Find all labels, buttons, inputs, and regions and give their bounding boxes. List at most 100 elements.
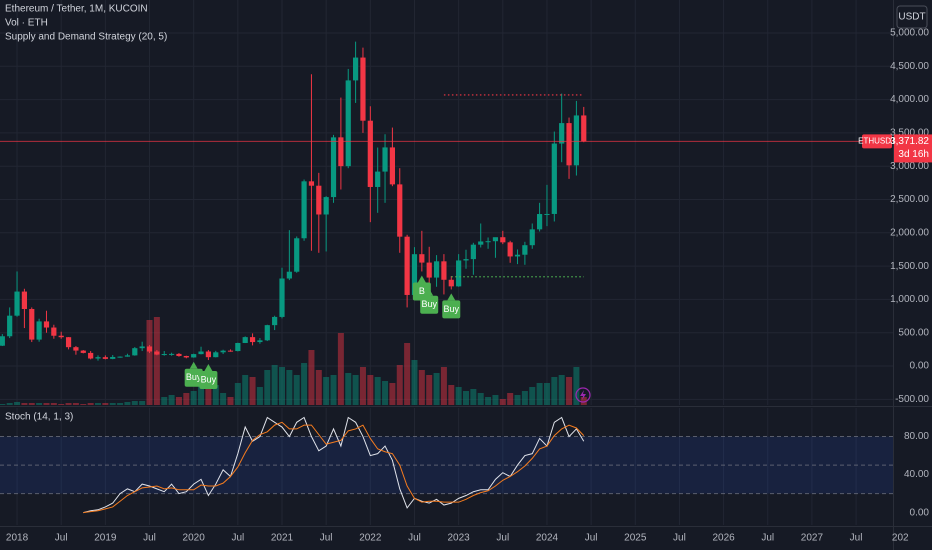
x-tick-label: 2026 [712, 533, 735, 544]
candle-body [463, 259, 469, 261]
volume-bar [352, 375, 359, 405]
candle-body [242, 337, 248, 343]
volume-bar [146, 320, 153, 405]
y-tick-label: 5,000.00 [890, 28, 929, 39]
candle-body [559, 123, 565, 144]
candle-body [198, 351, 204, 355]
currency-button[interactable] [896, 5, 928, 29]
volume-bar [396, 365, 403, 405]
candle-body [301, 181, 307, 239]
candle-body [573, 115, 579, 166]
volume-bar [161, 397, 168, 405]
y-tick-label: 40.00 [904, 469, 929, 480]
candle-body [514, 254, 521, 257]
candle-body [441, 261, 447, 280]
candle-body [29, 309, 35, 340]
event-icon[interactable] [575, 387, 591, 403]
candle-body [375, 171, 381, 187]
volume-bar [404, 343, 411, 405]
candle-body [426, 262, 432, 278]
candle-body [404, 236, 410, 295]
candle-body [51, 327, 57, 336]
y-tick-label: 1,500.00 [890, 261, 929, 272]
symbol-tag: ETHUSDT [858, 137, 896, 146]
candle-body [360, 57, 366, 121]
volume-bar [389, 383, 396, 405]
x-tick-label: Jul [55, 533, 68, 544]
volume-bar [249, 377, 256, 405]
candle-body [507, 242, 513, 257]
y-tick-label: -500.00 [895, 394, 929, 405]
candle-body [227, 350, 234, 352]
x-tick-label: 2021 [271, 533, 294, 544]
signal-label: Buy [421, 299, 437, 309]
signal-arrow [417, 275, 426, 283]
candle-body [7, 315, 13, 337]
candle-body [139, 346, 145, 349]
volume-bar [323, 377, 330, 405]
candle-body [220, 350, 226, 353]
volume-bar [227, 397, 234, 405]
volume-bar [337, 333, 344, 405]
candle-body [338, 137, 344, 167]
x-tick-label: 2018 [6, 533, 29, 544]
volume-bar [485, 397, 492, 405]
candle-body [272, 316, 278, 326]
candle-body [205, 351, 211, 358]
signal-label: Buy [444, 304, 460, 314]
candle-body [448, 279, 454, 287]
x-tick-label: 2027 [801, 533, 824, 544]
volume-bar [279, 367, 285, 405]
volume-bar [220, 393, 227, 405]
axes: 2018 Jul 2019 Jul 2020 Jul 2021 Jul 2022 Jul 2023 J… [6, 28, 930, 544]
candle-body [183, 355, 189, 358]
candle-body [345, 80, 351, 167]
volume-bar [514, 395, 521, 405]
x-tick-label: Jul [231, 533, 244, 544]
y-tick-label: 2,000.00 [890, 227, 929, 238]
volume-bar [580, 397, 587, 405]
y-tick-label: 3,000.00 [890, 161, 929, 172]
volume-bar [418, 370, 425, 405]
candle-body [419, 254, 425, 263]
x-tick-label: Jul [761, 533, 774, 544]
volume-bar [426, 375, 433, 405]
candle-body [500, 237, 506, 243]
signal-arrow [189, 361, 198, 369]
currency-label[interactable]: USDT [898, 12, 925, 23]
candle-body [456, 260, 462, 287]
candle-body [522, 245, 528, 255]
candle-body [73, 347, 79, 351]
candle-body [154, 351, 160, 355]
candle-body [176, 353, 182, 356]
candle-body [80, 350, 86, 353]
symbol-tag-bg [862, 134, 892, 149]
y-tick-label: 0.00 [910, 507, 930, 518]
volume-bar [551, 377, 558, 405]
chart-title: Ethereum / Tether, 1M, KUCOIN [5, 4, 148, 15]
volume-bar [477, 393, 484, 405]
candle-body [330, 137, 337, 198]
x-tick-label: Jul [496, 533, 509, 544]
volume-bar [242, 375, 249, 405]
candle-body [21, 291, 27, 310]
candle-body [353, 57, 359, 81]
volume-bar [234, 383, 241, 405]
candle-body [566, 123, 572, 166]
volume-bar [198, 383, 205, 405]
y-tick-label: 4,000.00 [890, 94, 929, 105]
x-tick-label: Jul [408, 533, 421, 544]
indicator-label: Supply and Demand Strategy (20, 5) [5, 32, 167, 43]
volume-bar [6, 403, 13, 405]
y-tick-label: 500.00 [898, 327, 929, 338]
volume-bar [558, 375, 565, 405]
y-tick-label: 3,500.00 [890, 128, 929, 139]
candle-body [0, 336, 5, 346]
volume-bar [43, 403, 50, 405]
candle-body [14, 291, 20, 316]
candle-body [102, 357, 108, 359]
volume-bar [72, 403, 79, 405]
candle-body [65, 337, 72, 348]
indicator-label: Vol · ETH [5, 18, 48, 29]
